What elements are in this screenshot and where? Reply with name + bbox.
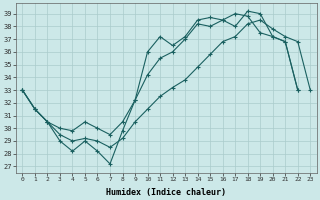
X-axis label: Humidex (Indice chaleur): Humidex (Indice chaleur) [106,188,226,197]
